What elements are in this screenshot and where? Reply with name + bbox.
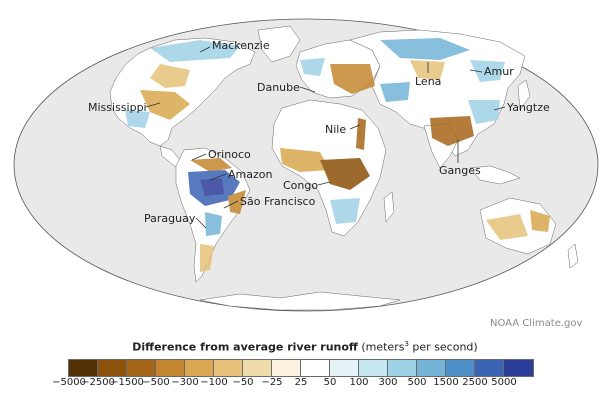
- legend-swatch: [417, 360, 446, 376]
- label-amur: Amur: [484, 65, 514, 78]
- legend-tick-label: −25: [261, 377, 283, 388]
- legend-tick-label: −500: [142, 377, 170, 388]
- landmass-new-zealand: [567, 243, 579, 269]
- legend-swatch: [301, 360, 330, 376]
- legend-unit-prefix: (meters: [361, 340, 405, 354]
- label-yangtze: Yangtze: [506, 101, 550, 114]
- legend-title: Difference from average river runoff (me…: [0, 340, 610, 354]
- legend-tick-label: −100: [200, 377, 228, 388]
- label-nile: Nile: [325, 123, 346, 136]
- legend-tick-label: −5000: [52, 377, 86, 388]
- landmass-greenland: [257, 25, 301, 63]
- legend-swatch: [185, 360, 214, 376]
- legend-swatch: [475, 360, 504, 376]
- legend-swatch: [214, 360, 243, 376]
- world-map: Mackenzie Mississippi Orinoco Amazon São…: [13, 18, 599, 312]
- map-credit: NOAA Climate.gov: [490, 318, 583, 329]
- legend-title-main: Difference from average river runoff: [132, 340, 358, 354]
- label-ganges: Ganges: [439, 164, 481, 177]
- legend-swatch: [69, 360, 98, 376]
- legend-tick-label: 300: [378, 377, 398, 388]
- legend-tick-label: 500: [407, 377, 427, 388]
- legend-swatch: [156, 360, 185, 376]
- legend-tick-label: −300: [171, 377, 199, 388]
- legend-tick-label: 25: [294, 377, 308, 388]
- legend-tick-label: 100: [349, 377, 369, 388]
- label-orinoco: Orinoco: [208, 148, 251, 161]
- callout-lines: [145, 46, 506, 229]
- label-lena: Lena: [415, 75, 441, 88]
- label-mackenzie: Mackenzie: [212, 39, 270, 52]
- legend-tick-label: −50: [232, 377, 254, 388]
- label-danube: Danube: [257, 81, 300, 94]
- legend-swatch: [98, 360, 127, 376]
- legend-tick-label: 1500: [433, 377, 459, 388]
- landmass-antarctica: [199, 291, 401, 311]
- landmass-madagascar: [383, 191, 395, 223]
- legend-swatch: [243, 360, 272, 376]
- runoff-anomaly-overlay: [125, 38, 550, 272]
- legend-unit-suffix: per second): [408, 340, 478, 354]
- label-sao-francisco: São Francisco: [240, 195, 316, 208]
- legend-swatch: [272, 360, 301, 376]
- legend-swatch: [504, 360, 533, 376]
- legend-unit-exponent: 3: [404, 340, 409, 348]
- legend-swatch: [127, 360, 156, 376]
- label-paraguay: Paraguay: [144, 212, 196, 225]
- legend-swatch: [359, 360, 388, 376]
- label-amazon: Amazon: [228, 168, 272, 181]
- landmass-indonesia: [469, 165, 521, 185]
- label-mississippi: Mississippi: [88, 101, 147, 114]
- legend-swatch: [388, 360, 417, 376]
- legend-swatch: [446, 360, 475, 376]
- legend-tick-labels: −5000 −2500 −1500 −500 −300 −100 −50 −25 25 50 100…: [0, 377, 610, 391]
- legend-tick-label: 50: [323, 377, 337, 388]
- legend-swatch: [330, 360, 359, 376]
- legend-tick-label: −1500: [110, 377, 144, 388]
- landmass-japan: [517, 79, 531, 111]
- legend-tick-label: 2500: [462, 377, 488, 388]
- legend-tick-label: −2500: [81, 377, 115, 388]
- legend-color-bar: [68, 359, 534, 377]
- label-congo: Congo: [283, 179, 318, 192]
- legend-tick-label: 5000: [491, 377, 517, 388]
